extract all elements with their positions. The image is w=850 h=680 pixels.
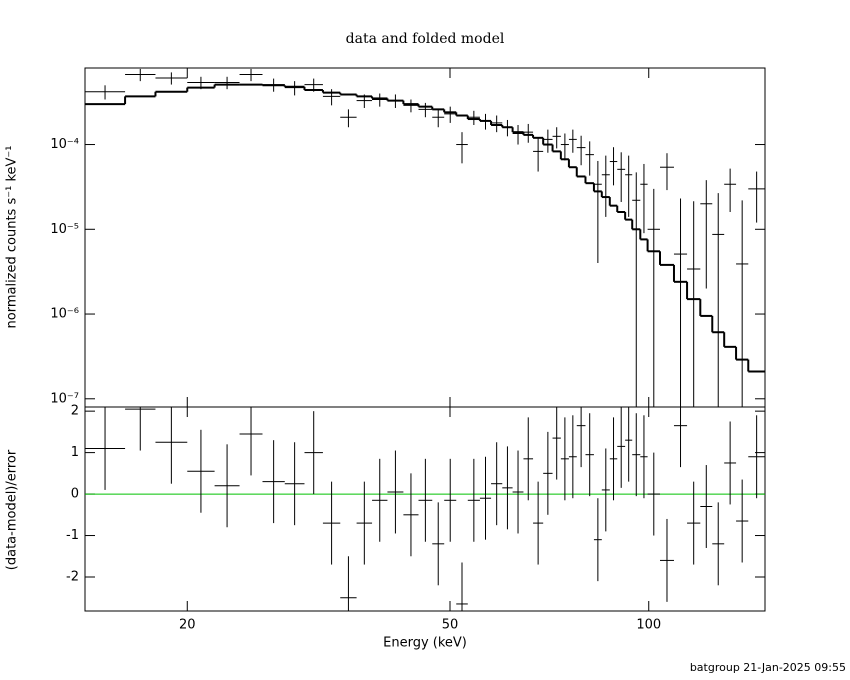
top-frame: [84, 67, 766, 408]
y-tick-label: 1: [71, 445, 79, 460]
y-tick-label: 0: [71, 487, 79, 502]
y-tick-label: 10⁻⁶: [50, 307, 79, 322]
y-tick-label: 10⁻⁷: [50, 391, 79, 406]
y-axis-label: (data-model)/error: [5, 449, 20, 570]
y-axis-label: normalized counts s⁻¹ keV⁻¹: [5, 146, 20, 329]
y-tick-label: 10⁻⁵: [50, 222, 79, 237]
y-tick-label: -2: [66, 570, 79, 585]
footer: batgroup 21-Jan-2025 09:55: [690, 661, 846, 674]
chart-title: data and folded model: [346, 31, 505, 47]
x-tick-label: 100: [636, 618, 661, 633]
x-tick-label: 50: [442, 618, 459, 633]
x-tick-label: 20: [179, 618, 196, 633]
bottom-frame: [84, 406, 766, 612]
x-axis-label: Energy (keV): [383, 636, 467, 651]
y-tick-label: 10⁻⁴: [50, 137, 79, 152]
y-tick-label: -1: [66, 528, 79, 543]
y-tick-label: 2: [71, 404, 79, 419]
